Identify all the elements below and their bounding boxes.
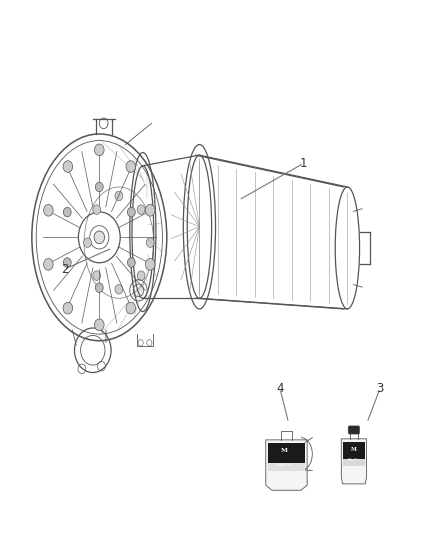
Circle shape: [63, 161, 73, 172]
Text: M: M: [351, 447, 357, 451]
Circle shape: [64, 258, 71, 267]
Polygon shape: [341, 439, 367, 484]
Polygon shape: [266, 440, 307, 490]
Text: 2: 2: [61, 263, 68, 276]
FancyBboxPatch shape: [348, 426, 360, 434]
Text: M: M: [281, 448, 288, 454]
Circle shape: [93, 271, 101, 280]
Circle shape: [63, 302, 73, 314]
Circle shape: [145, 205, 155, 216]
Circle shape: [145, 259, 155, 270]
Circle shape: [126, 161, 136, 172]
Circle shape: [127, 258, 135, 267]
Circle shape: [115, 285, 123, 294]
Circle shape: [64, 207, 71, 217]
Circle shape: [44, 205, 53, 216]
Circle shape: [95, 283, 103, 293]
Text: 1: 1: [300, 157, 307, 169]
Circle shape: [95, 319, 104, 330]
Circle shape: [115, 191, 123, 201]
Circle shape: [94, 231, 105, 244]
Text: 4: 4: [276, 382, 284, 395]
Polygon shape: [268, 463, 305, 471]
Circle shape: [95, 144, 104, 156]
Polygon shape: [343, 442, 365, 466]
Polygon shape: [268, 443, 305, 471]
Circle shape: [137, 205, 145, 214]
Polygon shape: [343, 459, 365, 466]
Circle shape: [84, 238, 92, 247]
Circle shape: [137, 271, 145, 280]
Text: MaxPro: MaxPro: [347, 458, 360, 462]
Circle shape: [44, 259, 53, 270]
Text: MaxPro: MaxPro: [276, 463, 293, 467]
Circle shape: [146, 238, 154, 247]
Circle shape: [126, 302, 136, 314]
Circle shape: [93, 205, 101, 214]
Circle shape: [127, 207, 135, 217]
Text: 3: 3: [376, 382, 384, 395]
Circle shape: [95, 182, 103, 192]
